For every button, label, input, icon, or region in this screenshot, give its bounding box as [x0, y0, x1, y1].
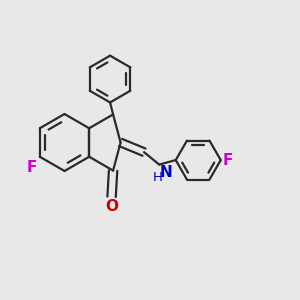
Text: O: O: [105, 199, 118, 214]
Text: F: F: [27, 160, 38, 175]
Text: H: H: [153, 171, 163, 184]
Text: F: F: [222, 153, 233, 168]
Text: N: N: [160, 165, 172, 180]
